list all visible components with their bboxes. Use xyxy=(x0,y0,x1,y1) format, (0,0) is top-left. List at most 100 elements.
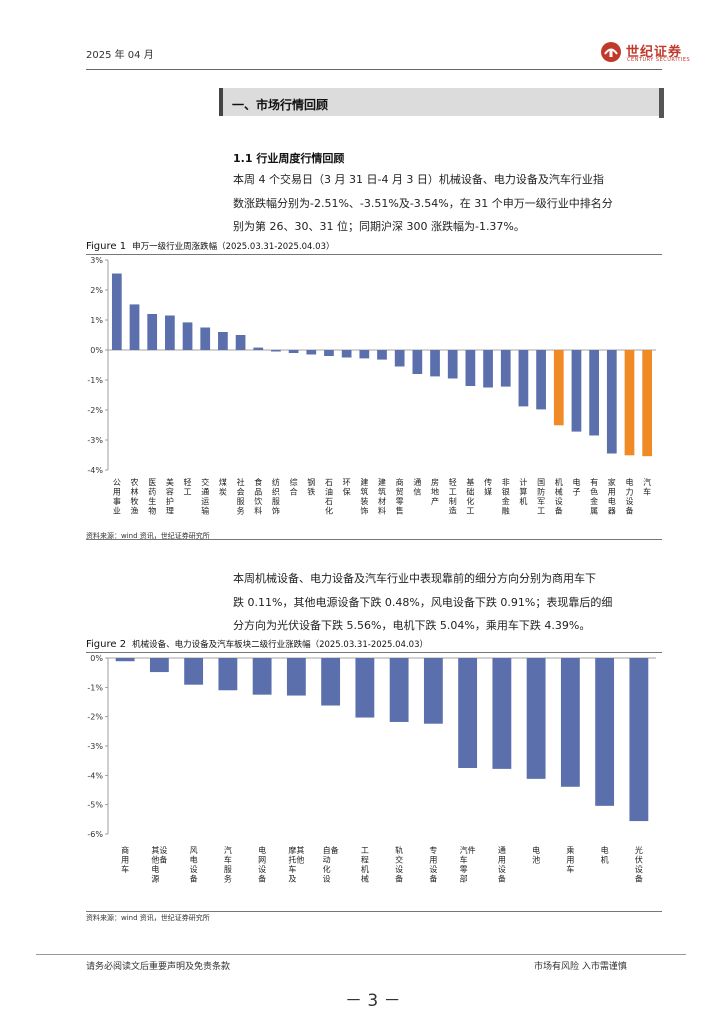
x-tick-label: 其他 xyxy=(296,846,304,865)
figure-2-label: Figure 2 xyxy=(86,639,127,650)
bar xyxy=(115,658,135,662)
bar xyxy=(321,658,341,706)
logo-text: 世纪证券 xyxy=(626,45,683,60)
x-tick-label: 建筑材料 xyxy=(378,477,386,516)
figure-2-source: 资料来源：wind 资讯，世纪证券研究所 xyxy=(86,914,210,922)
company-logo: 世纪证券 CENTURY SECURITIES xyxy=(600,40,690,66)
x-tick-label: 汽车零部 xyxy=(460,845,468,884)
x-tick-label: 汽车 xyxy=(643,477,651,497)
x-tick-label: 电子 xyxy=(572,477,580,497)
bar xyxy=(271,350,281,352)
bar xyxy=(642,350,653,457)
figure-1-title: 申万一级行业周涨跌幅（2025.03.31-2025.04.03） xyxy=(132,242,335,252)
y-tick-label: -3% xyxy=(87,436,103,445)
x-tick-label: 备 xyxy=(331,845,339,855)
x-tick-label: 煤炭 xyxy=(219,477,227,497)
y-tick-label: -3% xyxy=(87,742,103,751)
paragraph-2-line: 分方向为光伏设备下跌 5.56%，电机下跌 5.04%，乘用车下跌 4.39%。 xyxy=(233,619,591,632)
figure-1-caption: Figure 1 申万一级行业周涨跌幅（2025.03.31-2025.04.03… xyxy=(86,240,334,252)
x-tick-label: 环保 xyxy=(343,478,351,497)
y-tick-label: 0% xyxy=(90,346,103,355)
x-tick-label: 商用车 xyxy=(121,845,129,874)
x-tick-label: 计算机 xyxy=(519,477,527,506)
header-date: 2025 年 04 月 xyxy=(86,50,154,61)
x-tick-label: 自动化设 xyxy=(323,845,331,884)
bar xyxy=(526,658,546,779)
paragraph-2-line: 跌 0.11%，其他电源设备下跌 0.48%，风电设备下跌 0.91%；表现靠后… xyxy=(233,595,613,609)
bar xyxy=(165,315,175,350)
bar xyxy=(447,350,458,379)
bar xyxy=(595,658,615,806)
x-tick-label: 摩托车及 xyxy=(288,845,296,884)
x-tick-label: 纺织服饰 xyxy=(272,477,280,516)
y-tick-label: -2% xyxy=(87,713,103,722)
bar xyxy=(324,350,334,356)
bar xyxy=(218,658,238,691)
paragraph-1-line: 本周 4 个交易日（3 月 31 日-4 月 3 日）机械设备、电力设备及汽车行… xyxy=(233,173,604,186)
x-tick-label: 基础化工 xyxy=(466,477,474,516)
bar xyxy=(149,658,169,673)
footer-disclaimer: 请务必阅读文后重要声明及免责条款 xyxy=(86,962,231,972)
x-tick-label: 交通运输 xyxy=(201,477,209,516)
bar xyxy=(465,350,476,386)
x-tick-label: 非银金融 xyxy=(502,477,510,516)
bar xyxy=(606,350,617,454)
x-tick-label: 专用设备 xyxy=(429,845,437,884)
x-tick-label: 工程机械 xyxy=(361,846,369,884)
x-tick-label: 电网设备 xyxy=(258,845,266,884)
x-tick-label: 通信 xyxy=(413,477,421,497)
bar xyxy=(389,658,409,722)
bar xyxy=(288,350,299,353)
section-title-bar xyxy=(219,88,663,116)
x-tick-label: 电池 xyxy=(532,845,540,865)
x-tick-label: 医药生物 xyxy=(148,478,156,516)
x-tick-label: 公用事业 xyxy=(113,478,121,516)
x-tick-label: 社会服务 xyxy=(237,477,245,516)
figure-1-bottom-rule xyxy=(86,539,662,540)
x-tick-label: 房地产 xyxy=(431,477,439,506)
bar xyxy=(341,350,352,358)
bar xyxy=(286,658,306,696)
figure-1-top-rule xyxy=(86,254,662,255)
x-tick-label: 汽车服务 xyxy=(224,845,232,884)
paragraph-2-line: 本周机械设备、电力设备及汽车行业中表现靠前的细分方向分别为商用车下 xyxy=(233,572,596,585)
paragraph-2: 本周机械设备、电力设备及汽车行业中表现靠前的细分方向分别为商用车下 跌 0.11… xyxy=(233,567,663,638)
bar xyxy=(182,322,193,350)
bar xyxy=(377,350,387,360)
x-tick-label: 国防军工 xyxy=(537,478,545,516)
y-tick-label: -4% xyxy=(87,771,103,780)
bar xyxy=(359,350,370,359)
bar xyxy=(629,658,649,822)
bar xyxy=(500,350,511,387)
bar xyxy=(252,658,272,695)
x-tick-label: 轨交设备 xyxy=(395,845,403,884)
y-tick-label: -2% xyxy=(87,406,103,415)
x-tick-label: 建筑装饰 xyxy=(360,477,368,516)
subsection-title: 1.1 行业周度行情回顾 xyxy=(233,152,345,165)
x-tick-label: 钢铁 xyxy=(307,477,315,497)
y-tick-label: -5% xyxy=(87,801,103,810)
bar xyxy=(560,658,580,787)
bar xyxy=(253,347,264,350)
y-tick-label: -6% xyxy=(87,830,103,839)
figure-1-label: Figure 1 xyxy=(86,241,127,252)
section-title-bar-shadow xyxy=(659,88,664,118)
x-tick-label: 轻工 xyxy=(184,477,192,497)
bar xyxy=(430,350,440,377)
bar xyxy=(553,350,564,426)
figure-2-caption: Figure 2 机械设备、电力设备及汽车板块二级行业涨跌幅（2025.03.31… xyxy=(86,638,428,650)
x-tick-label: 食品饮料 xyxy=(254,477,262,516)
bar xyxy=(412,350,423,374)
bar xyxy=(394,350,405,367)
x-tick-label: 其他电源 xyxy=(151,846,159,884)
bar xyxy=(483,350,493,388)
bar xyxy=(147,314,158,350)
page-number: － 3 － xyxy=(345,991,401,1011)
bar xyxy=(624,350,635,456)
paragraph-1-line: 数涨跌幅分别为-2.51%、-3.51%及-3.54%，在 31 个申万一级行业… xyxy=(233,196,613,210)
x-tick-label: 商贸零售 xyxy=(396,477,404,516)
y-tick-label: -4% xyxy=(87,466,103,475)
bar xyxy=(536,350,546,410)
y-tick-label: 1% xyxy=(90,316,103,325)
bar xyxy=(218,332,228,350)
